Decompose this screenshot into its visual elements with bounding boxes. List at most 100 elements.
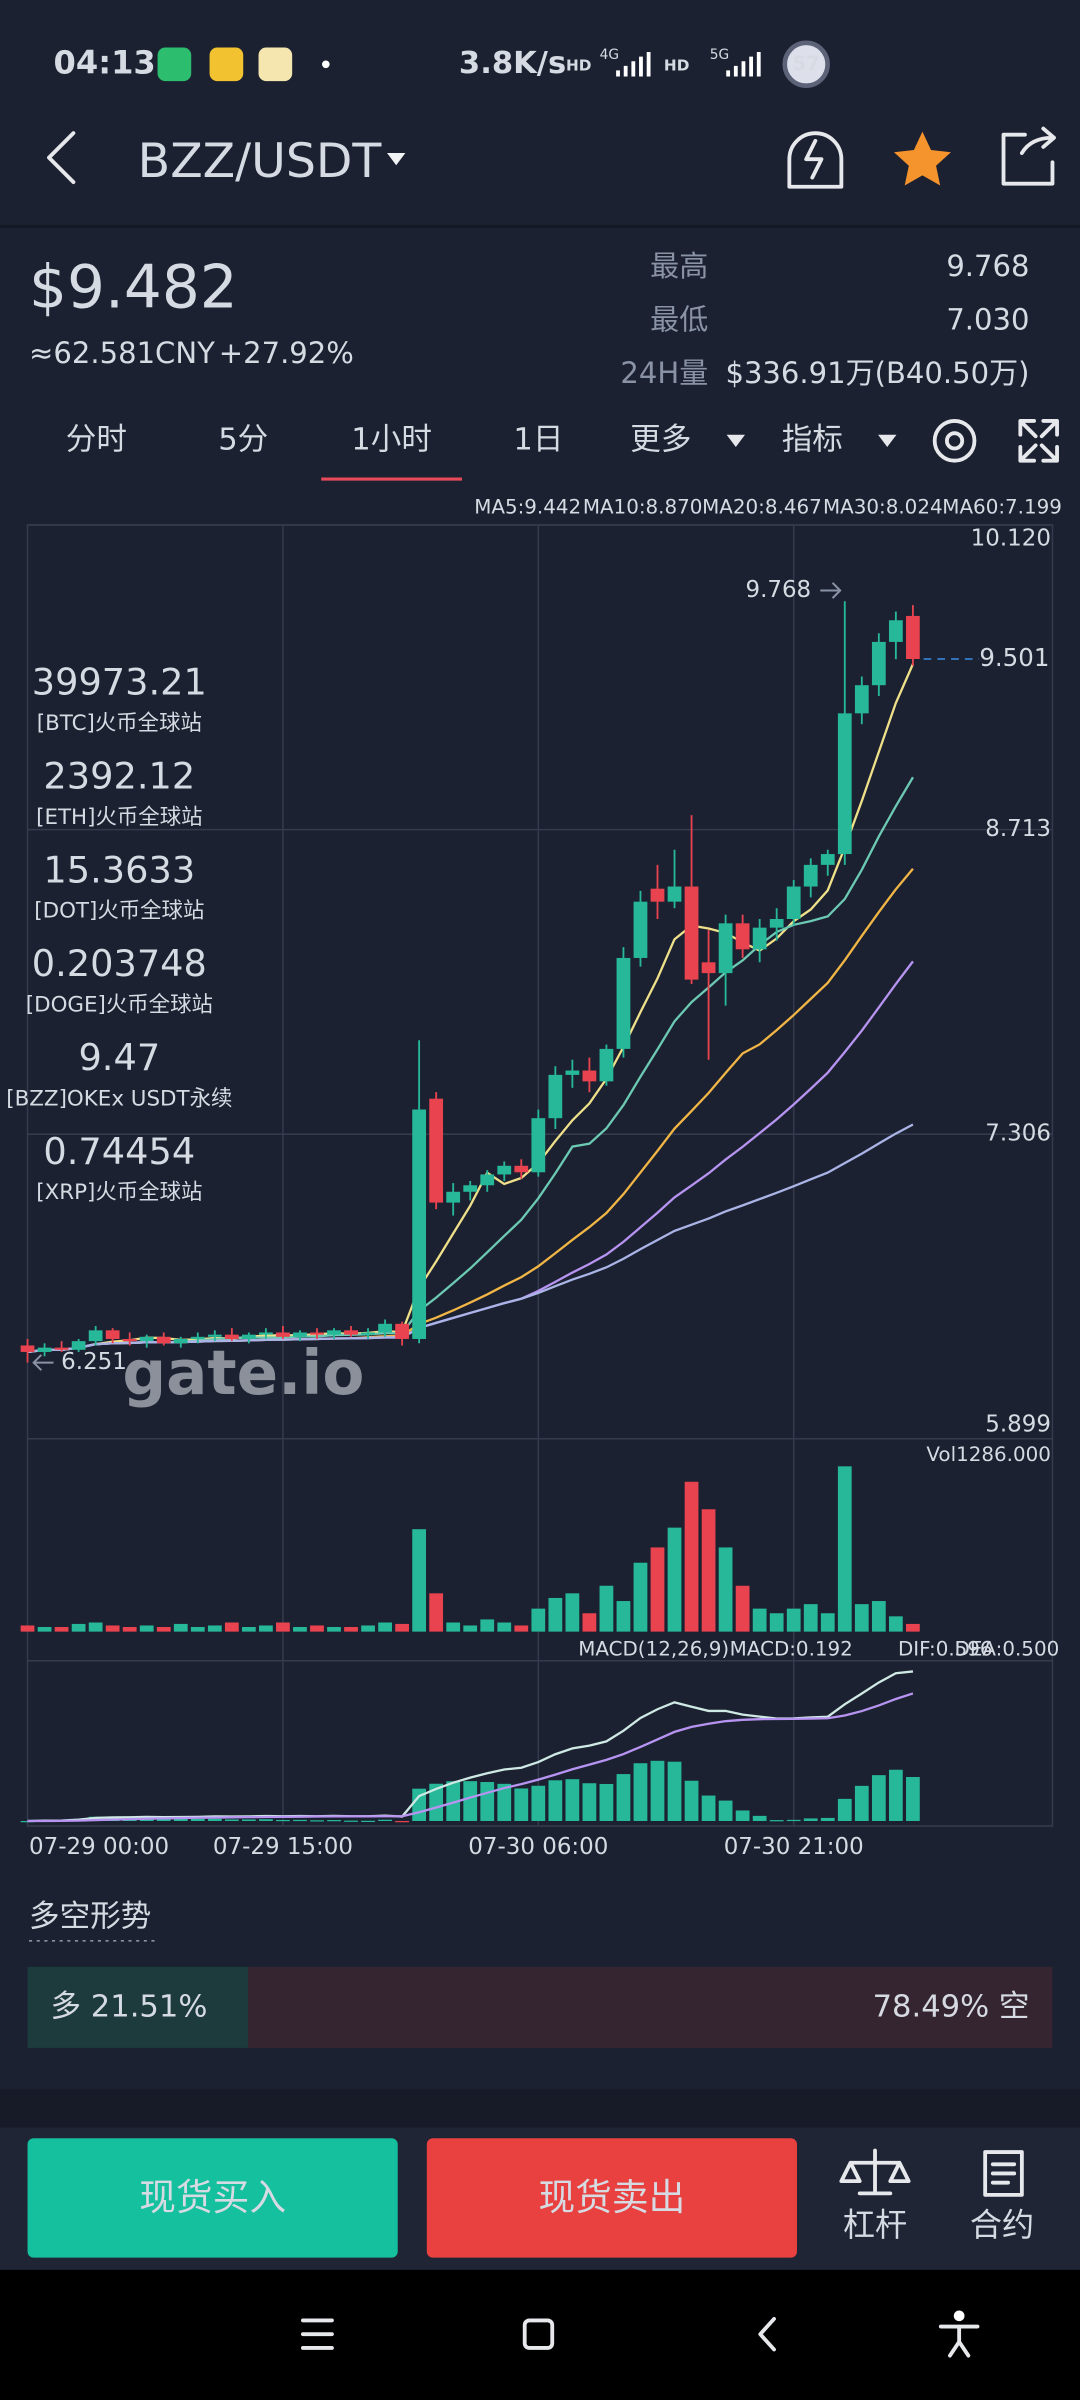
pair-dropdown[interactable]: [387, 153, 406, 166]
min-arrow: [32, 1354, 54, 1371]
back-button[interactable]: [47, 131, 76, 185]
macd-bar: [344, 1820, 358, 1822]
dynamic-layer: 分时 5分 1小时 1日 更多 指标 5.899 7.306 8.713 10.120 07-29 …: [6, 422, 1062, 2048]
candle-body: [71, 1341, 86, 1350]
volume-bar: [310, 1625, 324, 1632]
tab[interactable]: 1小时: [351, 422, 432, 457]
volume-bar: [616, 1601, 631, 1632]
macd-bar: [888, 1769, 903, 1822]
signal-icon: [726, 52, 761, 77]
buy-button[interactable]: [27, 2138, 398, 2258]
macd-bar: [395, 1821, 409, 1823]
ma-legend: MA10:8.870: [583, 496, 703, 519]
candle-body: [514, 1165, 529, 1173]
macd-bar: [820, 1817, 835, 1822]
candle-body: [20, 1345, 35, 1352]
candle-body: [786, 886, 801, 919]
hd-icon: HD: [664, 56, 689, 74]
hd-icon: HD: [566, 56, 591, 74]
nav-accessibility[interactable]: [938, 2310, 980, 2358]
volume-bar: [173, 1623, 188, 1632]
candle-body: [429, 1098, 444, 1203]
nav-menu[interactable]: [300, 2318, 334, 2350]
tab[interactable]: 更多: [630, 422, 691, 457]
macd-bar: [241, 1819, 256, 1822]
macd-bar: [361, 1820, 375, 1823]
volume-bar: [837, 1466, 852, 1632]
candle-body: [684, 886, 699, 980]
tab[interactable]: 分时: [66, 422, 127, 457]
candle-body: [616, 957, 631, 1049]
share-button[interactable]: [1001, 126, 1056, 186]
settings-button[interactable]: [932, 419, 977, 463]
net-speed: 3.8K/s: [459, 46, 566, 81]
app-icon: [157, 47, 192, 82]
y-tick-label: 10.120: [971, 525, 1051, 551]
volume-bar: [786, 1608, 801, 1632]
candle-body: [752, 927, 767, 950]
leverage-icon[interactable]: [839, 2148, 911, 2196]
buy-label[interactable]: 现货买入: [139, 2176, 286, 2219]
ticker-price: 9.47: [78, 1036, 160, 1079]
net-icon: 4G: [600, 47, 619, 63]
ma-legend: MA20:8.467: [702, 496, 822, 519]
min-label: 6.251: [61, 1349, 127, 1375]
ticker-price: 0.203748: [32, 942, 207, 985]
candle-body: [871, 641, 886, 686]
long-bar: [27, 1966, 248, 2048]
macd-bar: [190, 1818, 205, 1822]
more-dropdown[interactable]: [726, 434, 745, 447]
pair-title[interactable]: BZZ/USDT: [138, 134, 383, 189]
macd-bar: [616, 1774, 631, 1822]
fullscreen-button[interactable]: [1018, 419, 1059, 463]
ticker-price: 0.74454: [43, 1130, 195, 1173]
macd-bar: [650, 1760, 665, 1822]
macd-bar: [599, 1783, 614, 1822]
favorite-button[interactable]: [893, 131, 951, 186]
candle-body: [361, 1332, 375, 1335]
spacer: [0, 2089, 1080, 2128]
volume-bar: [650, 1547, 665, 1632]
candle-body: [395, 1323, 409, 1339]
app-icon: [209, 47, 244, 82]
candle-body: [207, 1334, 222, 1337]
volume-bar: [395, 1623, 409, 1632]
high-label: 最高: [650, 249, 708, 283]
volume-bar: [207, 1625, 222, 1632]
macd-line: [27, 1692, 914, 1823]
macd-legend: MACD:0.192: [730, 1637, 853, 1660]
tab[interactable]: 指标: [782, 422, 843, 457]
nav-back[interactable]: [758, 2316, 776, 2352]
macd-bar: [769, 1820, 784, 1822]
macd-bar: [173, 1818, 188, 1822]
nav-home[interactable]: [522, 2318, 555, 2350]
sell-button[interactable]: [426, 2138, 797, 2258]
volume-bar: [156, 1627, 171, 1632]
volume-bar: [412, 1529, 427, 1632]
contract-label[interactable]: 合约: [970, 2206, 1034, 2244]
long-label: 多 21.51%: [50, 1990, 207, 2025]
alert-button[interactable]: [787, 131, 844, 189]
volume-bar: [139, 1625, 154, 1632]
icon-part: [938, 2324, 980, 2358]
volume-bar: [37, 1627, 52, 1632]
volume-bar: [20, 1625, 35, 1632]
indicator-dropdown[interactable]: [878, 434, 897, 447]
macd-bar: [429, 1783, 444, 1822]
tab[interactable]: 1日: [513, 422, 563, 457]
candle-body: [412, 1109, 427, 1339]
leverage-label[interactable]: 杠杆: [843, 2206, 907, 2244]
macd-bar: [803, 1818, 818, 1822]
last-price-label: 9.501: [979, 643, 1049, 672]
volume-bar: [497, 1622, 512, 1632]
contract-icon[interactable]: [983, 2150, 1024, 2197]
tab[interactable]: 5分: [218, 422, 268, 457]
y-tick-label: 7.306: [985, 1121, 1051, 1147]
candle-body: [854, 685, 869, 714]
sell-label[interactable]: 现货卖出: [538, 2176, 685, 2219]
candle-body: [463, 1185, 478, 1192]
candle-body: [531, 1118, 546, 1173]
candle-body: [837, 713, 852, 855]
volume-bar: [463, 1625, 478, 1632]
change-percent: +27.92%: [219, 336, 354, 370]
